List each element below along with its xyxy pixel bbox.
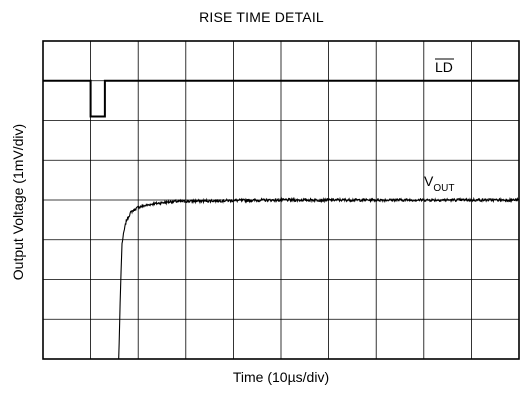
grid (43, 41, 519, 359)
chart-title: RISE TIME DETAIL (199, 9, 324, 25)
ld-label: LD (435, 59, 453, 75)
ld-label-text: LD (435, 59, 453, 75)
vout-label-sub: OUT (433, 183, 454, 194)
vout-trace (118, 196, 520, 360)
vout-label: VOUT (424, 173, 454, 194)
ld-trace (43, 79, 519, 118)
x-axis-label: Time (10µs/div) (232, 369, 330, 385)
vout-label-main: V (424, 173, 434, 189)
plot-frame (42, 40, 520, 360)
traces (43, 79, 520, 360)
